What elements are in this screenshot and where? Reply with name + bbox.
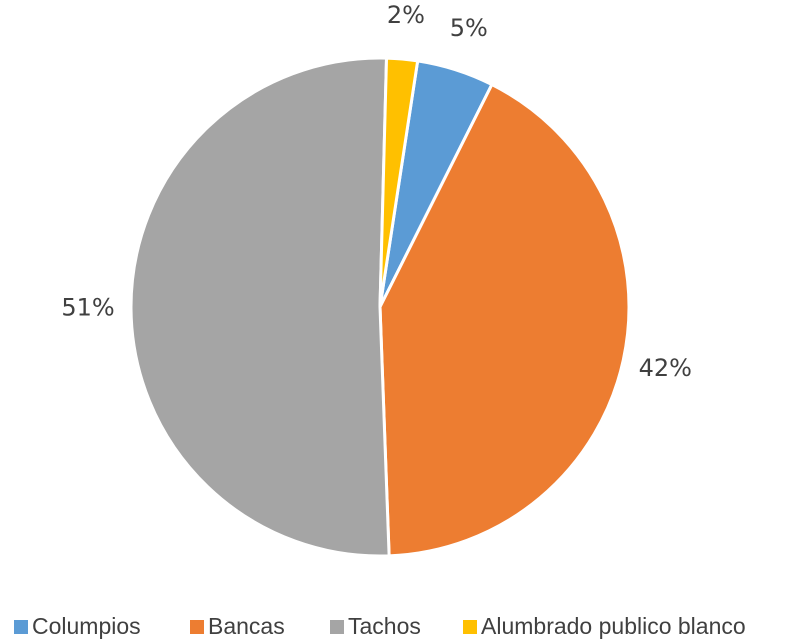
data-label: 5% (450, 14, 488, 42)
pie-slice (378, 82, 631, 558)
pie-slice (378, 56, 420, 308)
legend-label: Alumbrado publico blanco (481, 613, 746, 639)
data-label: 42% (639, 354, 692, 382)
legend-swatch (463, 620, 477, 634)
data-label: 51% (61, 294, 114, 322)
legend-swatch (330, 620, 344, 634)
legend-swatch (190, 620, 204, 634)
legend-label: Columpios (32, 613, 141, 639)
legend-label: Bancas (208, 613, 285, 639)
legend-swatch (14, 620, 28, 634)
legend-label: Tachos (348, 613, 421, 639)
data-label: 2% (387, 1, 425, 29)
pie-slice (129, 56, 391, 558)
